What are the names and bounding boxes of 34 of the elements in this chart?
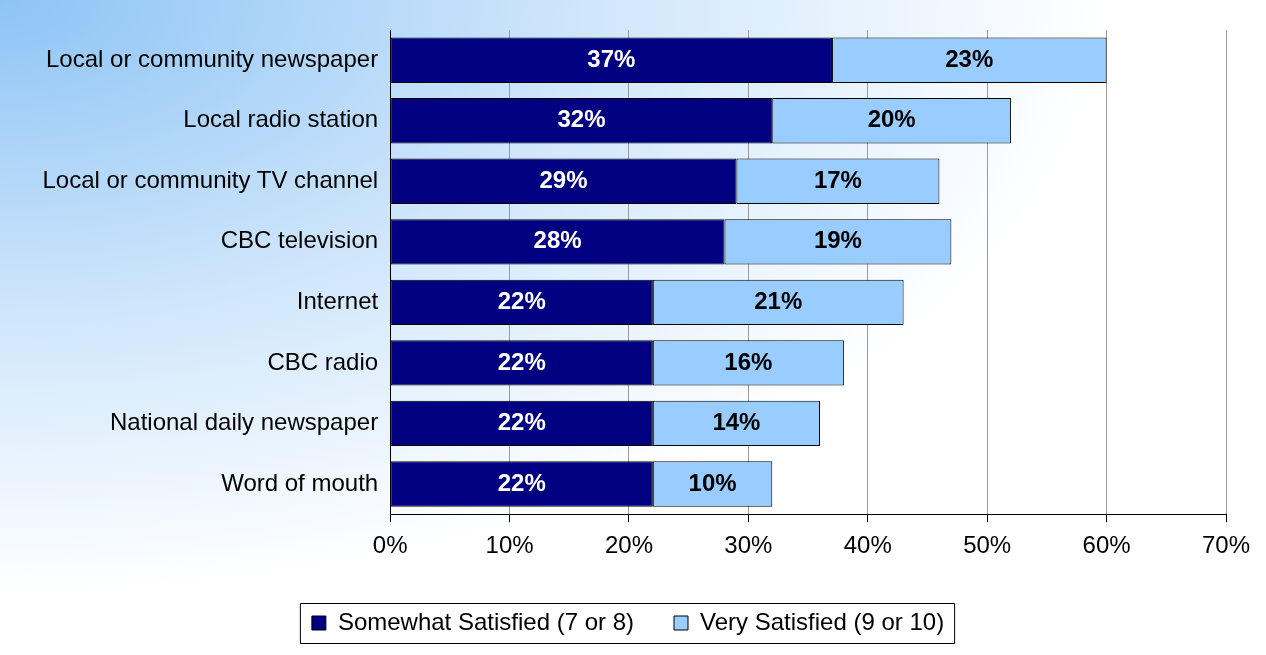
- x-tick-label: 20%: [604, 531, 653, 559]
- data-label: 22%: [497, 408, 546, 436]
- y-tick-label: Internet: [296, 286, 379, 314]
- x-tick-label: 30%: [724, 531, 773, 559]
- y-tick-label: Local radio station: [183, 105, 379, 133]
- x-tick-label: 70%: [1201, 531, 1251, 559]
- data-label: 23%: [945, 44, 994, 72]
- x-tick-label: 50%: [963, 531, 1012, 559]
- data-label: 21%: [754, 286, 803, 314]
- data-label: 19%: [813, 226, 862, 254]
- data-label: 14%: [712, 408, 761, 436]
- y-tick-label: Word of mouth: [221, 468, 379, 496]
- data-label: 22%: [497, 468, 546, 496]
- data-label: 10%: [688, 468, 737, 496]
- x-tick-label: 10%: [485, 531, 534, 559]
- data-label: 29%: [539, 165, 588, 193]
- y-tick-label: National daily newspaper: [109, 408, 379, 436]
- x-tick-label: 40%: [843, 531, 892, 559]
- data-label: 22%: [497, 286, 546, 314]
- data-label: 32%: [557, 105, 606, 133]
- data-label: 17%: [813, 165, 862, 193]
- y-tick-label: CBC television: [220, 226, 379, 254]
- data-label: 20%: [867, 105, 916, 133]
- legend-label: Very Satisfied (9 or 10): [700, 607, 945, 635]
- legend-label: Somewhat Satisfied (7 or 8): [337, 607, 635, 635]
- y-tick-label: CBC radio: [267, 347, 379, 375]
- data-label: 28%: [533, 226, 582, 254]
- x-tick-label: 0%: [372, 531, 408, 559]
- y-tick-label: Local or community TV channel: [42, 165, 379, 193]
- data-label: 16%: [724, 347, 773, 375]
- data-label: 22%: [497, 347, 546, 375]
- data-label: 37%: [587, 44, 636, 72]
- y-tick-label: Local or community newspaper: [46, 44, 379, 72]
- x-tick-label: 60%: [1082, 531, 1131, 559]
